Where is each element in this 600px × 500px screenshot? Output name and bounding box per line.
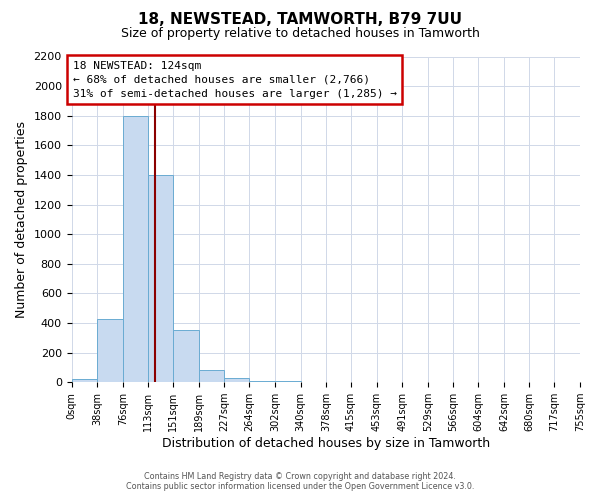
- Text: 18, NEWSTEAD, TAMWORTH, B79 7UU: 18, NEWSTEAD, TAMWORTH, B79 7UU: [138, 12, 462, 28]
- Bar: [173, 330, 199, 382]
- Text: Size of property relative to detached houses in Tamworth: Size of property relative to detached ho…: [121, 28, 479, 40]
- Bar: [123, 116, 148, 382]
- Bar: [71, 380, 97, 382]
- Bar: [199, 370, 224, 382]
- Bar: [148, 175, 173, 382]
- Text: 18 NEWSTEAD: 124sqm
← 68% of detached houses are smaller (2,766)
31% of semi-det: 18 NEWSTEAD: 124sqm ← 68% of detached ho…: [73, 61, 397, 99]
- Text: Contains HM Land Registry data © Crown copyright and database right 2024.
Contai: Contains HM Land Registry data © Crown c…: [126, 472, 474, 491]
- Bar: [275, 380, 301, 382]
- Bar: [250, 380, 275, 382]
- Bar: [224, 378, 250, 382]
- Y-axis label: Number of detached properties: Number of detached properties: [15, 121, 28, 318]
- X-axis label: Distribution of detached houses by size in Tamworth: Distribution of detached houses by size …: [162, 437, 490, 450]
- Bar: [97, 318, 123, 382]
